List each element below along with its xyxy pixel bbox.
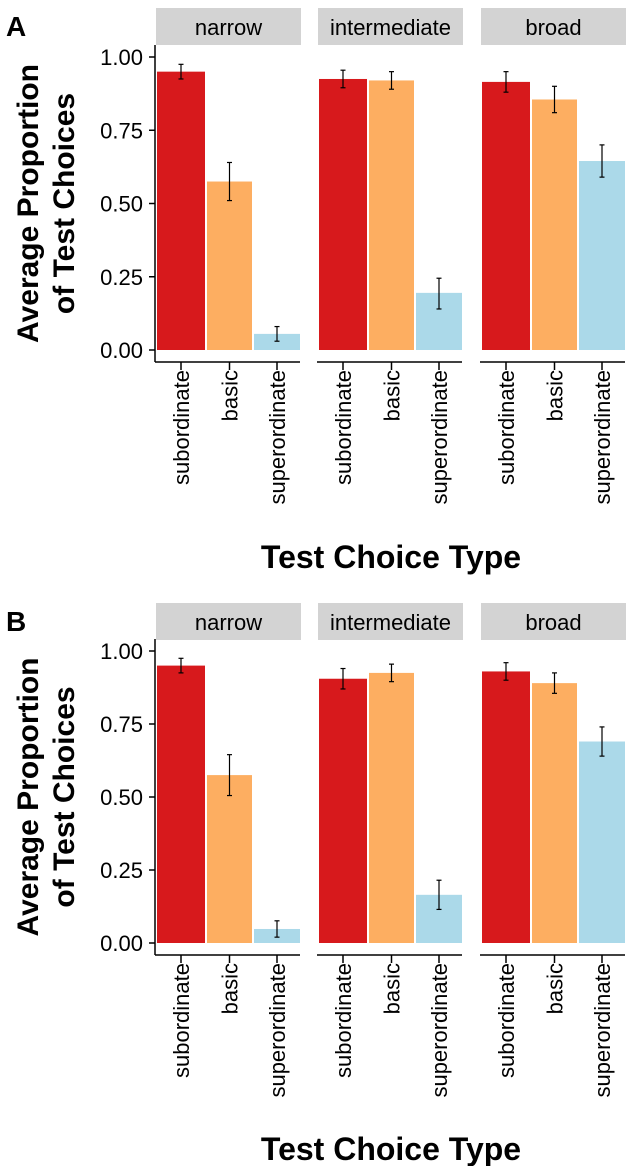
facet-strip-label: broad: [525, 610, 581, 635]
facet-narrow: narrow subordinate basic superordinate: [155, 603, 301, 1098]
facet-intermediate: intermediate subordinate basic superordinat…: [317, 603, 463, 1098]
bar-basic: [207, 775, 252, 943]
facet-strip: [156, 603, 301, 640]
chart-panel-b: B Average Proportion of Test Choices 0.00 0.…: [6, 603, 626, 1166]
y-tick-label: 1.00: [100, 45, 143, 70]
x-tick-label: basic: [543, 963, 568, 1014]
facet-strip-label: intermediate: [330, 15, 451, 40]
chart-panel-a: A Average Proportion of Test Choices 0.00 0.…: [6, 8, 626, 575]
x-tick-label: superordinate: [590, 963, 615, 1098]
x-tick-label: superordinate: [265, 963, 290, 1098]
y-tick-label: 0.75: [100, 712, 143, 737]
bar-basic: [532, 683, 577, 943]
x-tick-label: superordinate: [427, 963, 452, 1098]
y-tick-label: 1.00: [100, 639, 143, 664]
x-axis-title: Test Choice Type: [261, 1131, 521, 1166]
bar-subordinate: [319, 78, 367, 350]
y-axis-title-line: Average Proportion: [12, 658, 45, 937]
bar-superordinate: [254, 333, 300, 350]
x-tick-label: subordinate: [331, 370, 356, 485]
panel-label: B: [6, 606, 26, 637]
y-axis-title-line: of Test Choices: [48, 686, 81, 907]
facet-strip: [481, 8, 626, 45]
x-tick-label: subordinate: [169, 370, 194, 485]
x-tick-label: superordinate: [427, 370, 452, 505]
bar-subordinate: [319, 678, 367, 943]
x-tick-label: subordinate: [494, 963, 519, 1078]
facet-strip-label: narrow: [195, 610, 262, 635]
bar-basic: [369, 672, 414, 943]
y-tick-label: 0.50: [100, 785, 143, 810]
facet-strip: [156, 8, 301, 45]
x-tick-label: basic: [543, 370, 568, 421]
x-tick-label: basic: [218, 963, 243, 1014]
facet-intermediate: intermediate subordinate basic superordinat…: [317, 8, 463, 505]
y-tick-label: 0.00: [100, 931, 143, 956]
x-tick-label: superordinate: [590, 370, 615, 505]
x-tick-label: basic: [380, 963, 405, 1014]
y-tick-label: 0.75: [100, 118, 143, 143]
facet-strip-label: broad: [525, 15, 581, 40]
y-tick-label: 0.25: [100, 265, 143, 290]
bar-basic: [369, 80, 414, 350]
y-tick-label: 0.25: [100, 858, 143, 883]
y-tick-label: 0.50: [100, 192, 143, 217]
x-tick-label: basic: [380, 370, 405, 421]
y-axis-title: Average Proportion of Test Choices: [12, 658, 81, 937]
y-tick-label: 0.00: [100, 338, 143, 363]
facet-strip: [481, 603, 626, 640]
bar-subordinate: [157, 665, 205, 943]
bar-subordinate: [482, 81, 530, 350]
facet-broad: broad subordinate basic superordinate: [480, 8, 626, 505]
x-tick-label: subordinate: [331, 963, 356, 1078]
bar-basic: [207, 181, 252, 350]
x-axis-title: Test Choice Type: [261, 539, 521, 575]
y-axis-title-line: Average Proportion: [12, 64, 45, 343]
facet-narrow: narrow subordinate basic superordinate: [155, 8, 301, 505]
bar-subordinate: [157, 71, 205, 351]
x-tick-label: subordinate: [169, 963, 194, 1078]
facet-strip: [318, 603, 463, 640]
facet-strip: [318, 8, 463, 45]
panel-label: A: [6, 11, 26, 42]
facet-strip-label: narrow: [195, 15, 262, 40]
facet-broad: broad subordinate basic superordinate: [480, 603, 626, 1098]
y-axis-title: Average Proportion of Test Choices: [12, 64, 81, 343]
x-tick-label: subordinate: [494, 370, 519, 485]
y-axis-title-line: of Test Choices: [48, 93, 81, 314]
bar-superordinate: [579, 161, 625, 350]
bar-basic: [532, 99, 577, 350]
bar-superordinate: [579, 741, 625, 943]
bar-subordinate: [482, 671, 530, 943]
x-tick-label: basic: [218, 370, 243, 421]
x-tick-label: superordinate: [265, 370, 290, 505]
facet-strip-label: intermediate: [330, 610, 451, 635]
